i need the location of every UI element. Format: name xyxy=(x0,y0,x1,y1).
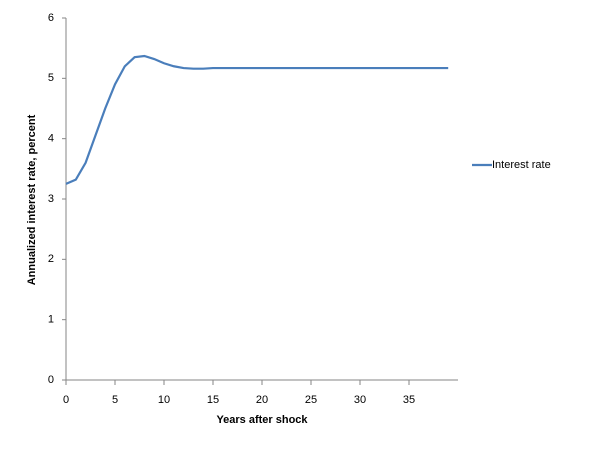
y-tick-label: 0 xyxy=(48,374,54,386)
y-tick-label: 1 xyxy=(48,314,54,326)
x-tick-label: 20 xyxy=(256,394,268,406)
y-tick-label: 3 xyxy=(48,193,54,205)
y-axis-label: Annualized interest rate, percent xyxy=(26,114,38,285)
x-tick-label: 10 xyxy=(158,394,170,406)
x-tick-label: 25 xyxy=(305,394,317,406)
x-tick-label: 15 xyxy=(207,394,219,406)
x-tick-label: 30 xyxy=(354,394,366,406)
line-series xyxy=(65,54,449,185)
y-tick-label: 2 xyxy=(48,253,54,265)
y-tick-label: 4 xyxy=(48,133,54,145)
x-tick-label: 0 xyxy=(63,394,69,406)
x-tick-label: 35 xyxy=(403,394,415,406)
x-tick-label: 5 xyxy=(112,394,118,406)
legend-label: Interest rate xyxy=(492,159,551,171)
y-tick-label: 5 xyxy=(48,72,54,84)
y-tick-label: 6 xyxy=(48,12,54,24)
x-axis-label: Years after shock xyxy=(216,414,308,426)
